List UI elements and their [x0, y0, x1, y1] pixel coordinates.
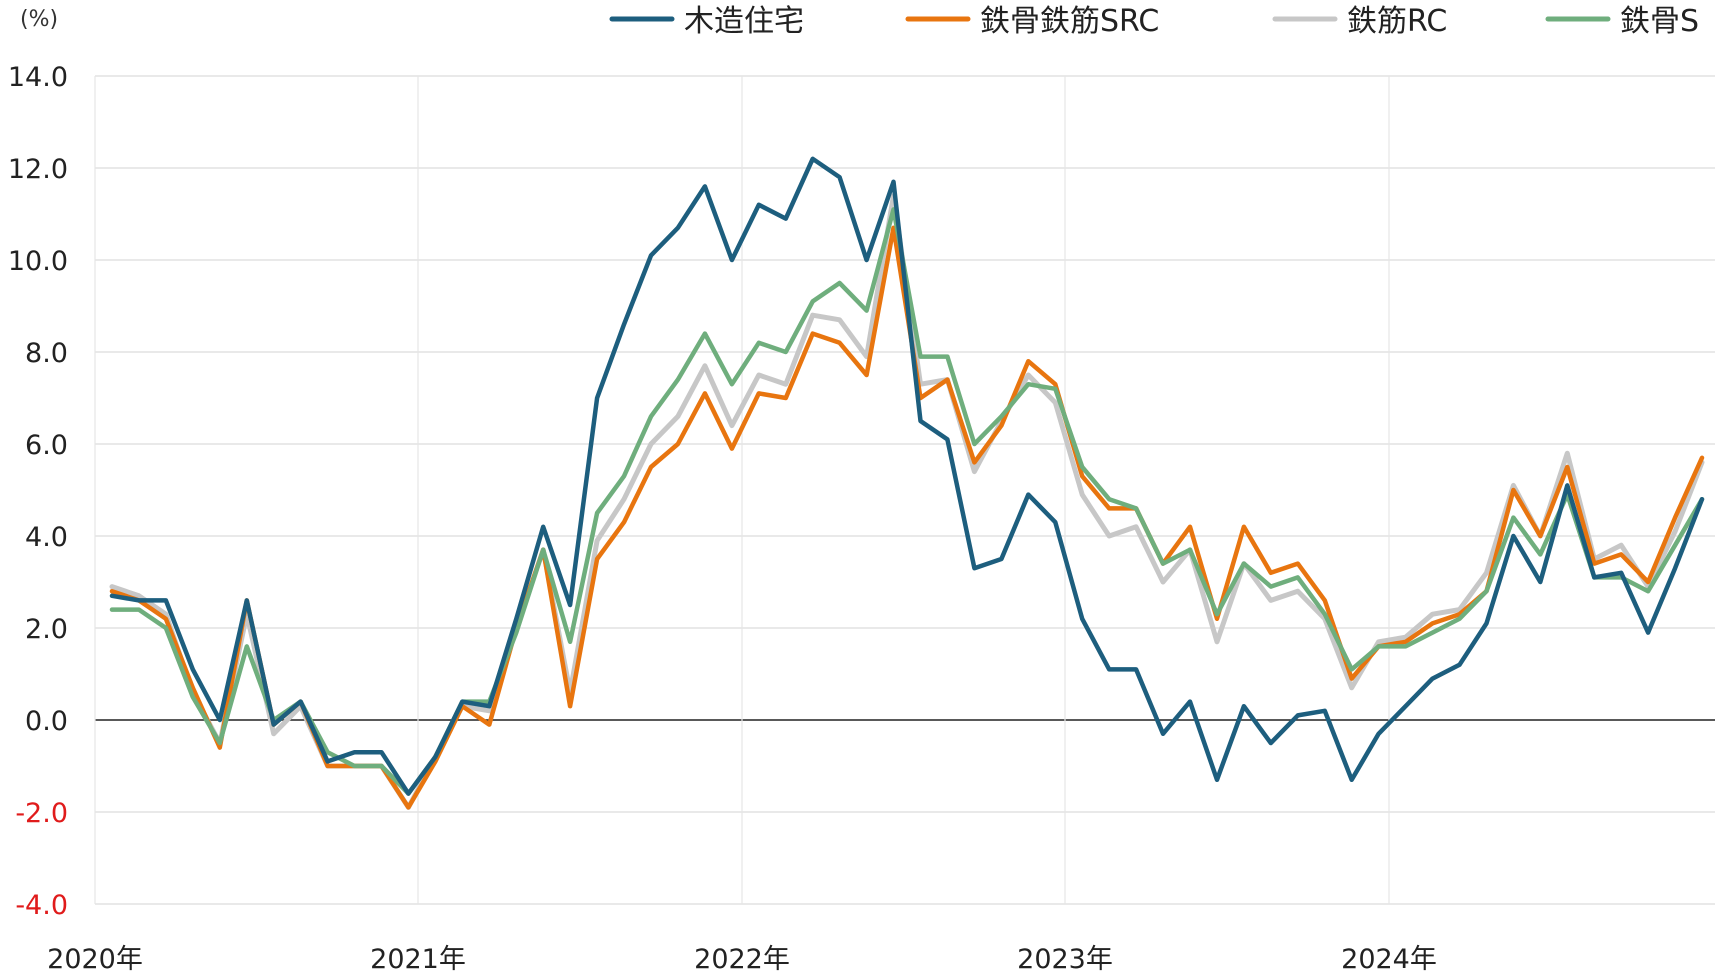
grid [94, 75, 1715, 905]
x-tick-label: 2020年 [47, 944, 143, 975]
y-tick-label: -4.0 [15, 890, 68, 921]
y-tick-label: -2.0 [15, 798, 68, 829]
y-axis-ticks: 14.0 12.0 10.0 8.0 6.0 4.0 2.0 0.0 -2.0 -4.0 [8, 62, 68, 921]
series-line-0 [109, 156, 1705, 796]
x-tick-label: 2024年 [1341, 944, 1437, 975]
y-tick-label: 2.0 [25, 614, 68, 645]
y-tick-label: 12.0 [8, 154, 68, 185]
y-tick-label: 10.0 [8, 246, 68, 277]
legend-label: 木造住宅 [684, 4, 804, 39]
x-tick-label: 2023年 [1017, 944, 1113, 975]
y-tick-label: 8.0 [25, 338, 68, 369]
y-unit-label: (%) [20, 7, 58, 32]
x-axis-ticks: 2020年 2021年 2022年 2023年 2024年 [47, 944, 1437, 975]
legend: 木造住宅 鉄骨鉄筋SRC 鉄筋RC 鉄骨S [609, 4, 1699, 39]
y-tick-label: 4.0 [25, 522, 68, 553]
x-tick-label: 2022年 [694, 944, 790, 975]
y-tick-label: 14.0 [8, 62, 68, 93]
legend-label: 鉄筋RC [1347, 4, 1447, 39]
legend-label: 鉄骨S [1620, 4, 1699, 39]
x-tick-label: 2021年 [370, 944, 466, 975]
y-tick-label: 6.0 [25, 430, 68, 461]
legend-label: 鉄骨鉄筋SRC [980, 4, 1159, 39]
y-tick-label: 0.0 [25, 706, 68, 737]
series-lines [109, 156, 1705, 810]
